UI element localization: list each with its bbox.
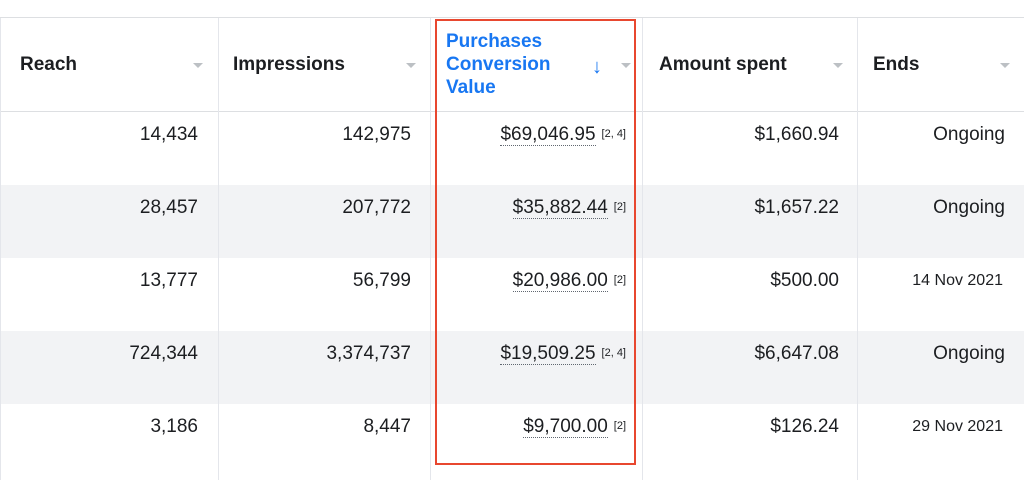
- cell-reach: 28,457: [139, 197, 198, 218]
- column-divider: [857, 18, 858, 480]
- table-row[interactable]: 14,434 142,975 $69,046.95 [2, 4] $1,660.9…: [0, 112, 1024, 185]
- table-row[interactable]: 3,186 8,447 $9,700.00 [2] $126.24 29 Nov …: [0, 404, 1024, 477]
- column-divider: [430, 18, 431, 480]
- caret-down-icon[interactable]: [621, 63, 631, 68]
- caret-down-icon[interactable]: [193, 63, 203, 68]
- purchases-value-link[interactable]: $20,986.00: [512, 270, 608, 292]
- column-header-purchases-conversion-value[interactable]: Purchases Conversion Value ↓: [430, 18, 642, 111]
- cell-ends: 14 Nov 2021: [912, 272, 1003, 289]
- column-header-label: Ends: [873, 54, 920, 75]
- cell-reach: 14,434: [139, 124, 198, 145]
- purchases-value-link[interactable]: $9,700.00: [523, 416, 608, 438]
- column-header-label: Reach: [20, 54, 78, 75]
- cell-ends: Ongoing: [933, 124, 1005, 145]
- attribution-note: [2, 4]: [601, 128, 626, 140]
- table-row[interactable]: 13,777 56,799 $20,986.00 [2] $500.00 14 N…: [0, 258, 1024, 331]
- cell-amount-spent: $126.24: [770, 416, 839, 437]
- cell-amount-spent: $6,647.08: [754, 343, 839, 364]
- cell-ends: Ongoing: [933, 343, 1005, 364]
- column-divider: [0, 18, 1, 480]
- cell-purchases-value: $20,986.00 [2]: [512, 269, 626, 292]
- attribution-note: [2, 4]: [601, 347, 626, 359]
- cell-reach: 13,777: [139, 270, 198, 291]
- column-header-impressions[interactable]: Impressions: [218, 18, 430, 111]
- column-highlight-box: [435, 19, 636, 465]
- attribution-note: [2]: [613, 420, 626, 432]
- cell-purchases-value: $35,882.44 [2]: [512, 196, 626, 219]
- cell-purchases-value: $9,700.00 [2]: [523, 415, 626, 438]
- purchases-value-link[interactable]: $35,882.44: [512, 197, 608, 219]
- column-divider: [642, 18, 643, 480]
- column-header-label: Purchases Conversion Value: [446, 31, 551, 98]
- cell-amount-spent: $1,660.94: [754, 124, 839, 145]
- purchases-value-link[interactable]: $69,046.95: [500, 124, 596, 146]
- column-header-amount-spent[interactable]: Amount spent: [642, 18, 857, 111]
- table-header-row: [0, 18, 1024, 112]
- column-header-label: Amount spent: [659, 54, 787, 75]
- cell-amount-spent: $500.00: [770, 270, 839, 291]
- column-header-ends[interactable]: Ends: [857, 18, 1024, 111]
- caret-down-icon[interactable]: [1000, 63, 1010, 68]
- cell-reach: 3,186: [150, 416, 198, 437]
- cell-purchases-value: $19,509.25 [2, 4]: [500, 342, 626, 365]
- caret-down-icon[interactable]: [833, 63, 843, 68]
- attribution-note: [2]: [613, 201, 626, 213]
- column-divider: [218, 18, 219, 480]
- column-header-label: Impressions: [233, 54, 345, 75]
- cell-impressions: 207,772: [342, 197, 411, 218]
- cell-impressions: 142,975: [342, 124, 411, 145]
- cell-purchases-value: $69,046.95 [2, 4]: [500, 123, 626, 146]
- arrow-down-icon[interactable]: ↓: [592, 56, 602, 78]
- caret-down-icon[interactable]: [406, 63, 416, 68]
- purchases-value-link[interactable]: $19,509.25: [500, 343, 596, 365]
- cell-ends: 29 Nov 2021: [912, 418, 1003, 435]
- attribution-note: [2]: [613, 274, 626, 286]
- table-row[interactable]: 724,344 3,374,737 $19,509.25 [2, 4] $6,64…: [0, 331, 1024, 404]
- cell-impressions: 56,799: [352, 270, 411, 291]
- cell-amount-spent: $1,657.22: [754, 197, 839, 218]
- table-row[interactable]: 28,457 207,772 $35,882.44 [2] $1,657.22 O…: [0, 185, 1024, 258]
- table-top-border: [0, 17, 1024, 18]
- cell-impressions: 8,447: [363, 416, 411, 437]
- column-header-reach[interactable]: Reach: [0, 18, 218, 111]
- cell-reach: 724,344: [129, 343, 198, 364]
- cell-ends: Ongoing: [933, 197, 1005, 218]
- cell-impressions: 3,374,737: [326, 343, 411, 364]
